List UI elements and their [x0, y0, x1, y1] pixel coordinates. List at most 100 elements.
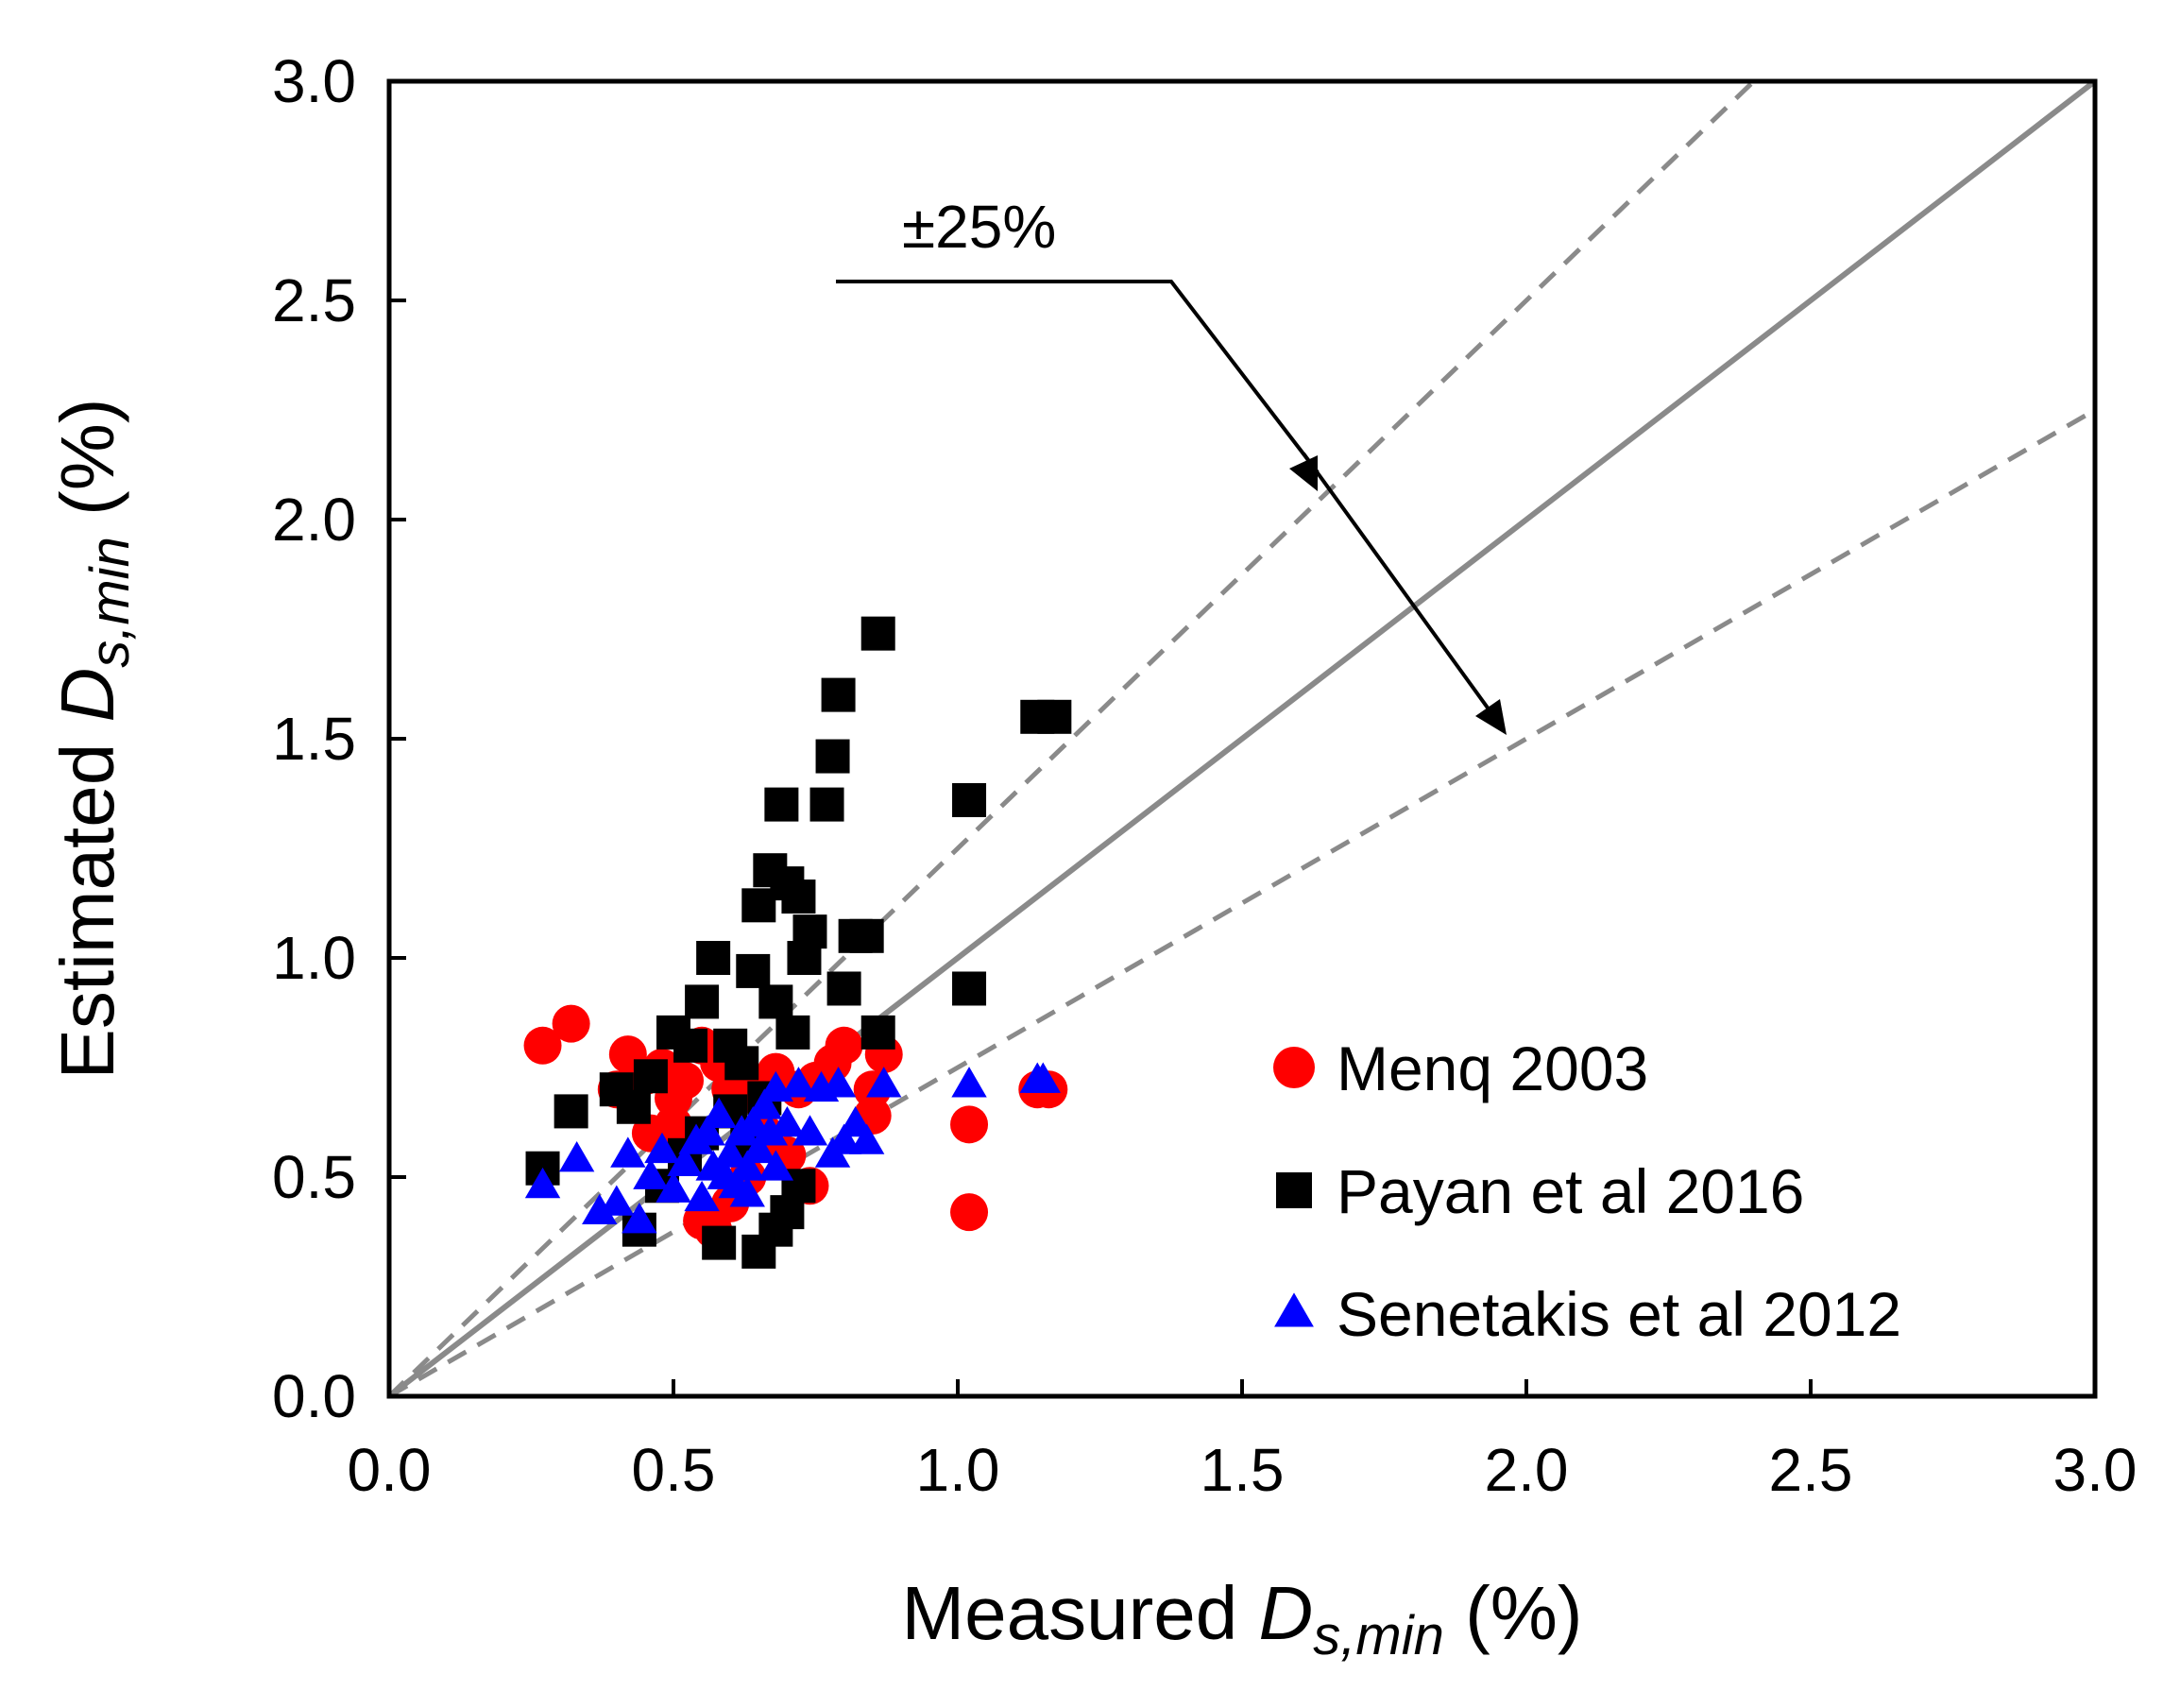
data-point-square — [741, 888, 776, 923]
data-point-triangle — [780, 1067, 817, 1098]
data-point-circle — [950, 1105, 989, 1144]
data-point-square — [815, 739, 850, 774]
legend-marker-circle — [1273, 1047, 1315, 1088]
y-tick-label: 0.5 — [272, 1143, 356, 1211]
annotation-arrow-line — [1302, 452, 1504, 729]
data-point-triangle — [758, 1150, 794, 1181]
data-point-square — [860, 1015, 895, 1050]
data-point-circle — [666, 1061, 705, 1100]
data-point-triangle — [582, 1193, 618, 1225]
y-tick-label: 1.5 — [272, 705, 356, 773]
data-point-square — [685, 984, 720, 1019]
x-tick-label: 0.0 — [348, 1436, 432, 1504]
data-point-triangle — [684, 1180, 720, 1212]
data-markers — [523, 616, 1072, 1269]
data-point-square — [781, 880, 816, 914]
data-point-square — [673, 1028, 708, 1063]
data-point-square — [554, 1094, 588, 1129]
y-tick-label: 0.0 — [272, 1362, 356, 1430]
data-point-square — [809, 787, 844, 822]
x-tick-label: 1.5 — [1201, 1436, 1285, 1504]
data-point-triangle — [633, 1158, 669, 1189]
data-point-circle — [825, 1026, 863, 1065]
data-point-triangle — [599, 1185, 635, 1216]
series-triangle — [524, 1062, 1061, 1234]
legend-label: Senetakis et al 2012 — [1337, 1279, 1901, 1349]
data-point-triangle — [701, 1097, 737, 1128]
data-point-triangle — [769, 1105, 806, 1137]
data-point-square — [736, 953, 771, 988]
data-point-triangle — [558, 1141, 595, 1172]
data-point-triangle — [735, 1105, 771, 1137]
data-point-square — [775, 1015, 810, 1050]
x-axis-ticks: 0.0 0.5 1.0 1.5 2.0 2.5 3.0 — [348, 1379, 2137, 1504]
x-tick-label: 2.0 — [1485, 1436, 1569, 1504]
annotation-arrowhead-upper — [1289, 455, 1318, 491]
legend-marker-triangle — [1274, 1292, 1314, 1327]
data-point-triangle — [820, 1067, 857, 1098]
legend-label: Payan et al 2016 — [1337, 1156, 1804, 1226]
data-point-triangle — [729, 1176, 765, 1207]
annotation-leader-line — [836, 280, 1320, 474]
data-point-triangle — [746, 1088, 783, 1119]
tolerance-line-1 — [389, 81, 1756, 1396]
data-point-square — [696, 941, 731, 975]
y-tick-label: 3.0 — [272, 47, 356, 115]
data-point-square — [860, 616, 895, 651]
data-point-triangle — [644, 1132, 680, 1164]
series-square — [525, 616, 1072, 1269]
one-to-one-line — [389, 81, 2095, 1396]
legend: Menq 2003 Payan et al 2016 Senetakis et al… — [1273, 1033, 1901, 1349]
data-point-triangle — [610, 1136, 646, 1168]
x-tick-label: 3.0 — [2053, 1436, 2137, 1504]
y-axis-ticks: 0.0 0.5 1.0 1.5 2.0 2.5 3.0 — [272, 47, 406, 1430]
x-tick-label: 1.0 — [916, 1436, 1000, 1504]
data-point-triangle — [741, 1132, 776, 1164]
data-point-triangle — [951, 1067, 987, 1098]
data-point-triangle — [622, 1203, 657, 1234]
x-axis-title: Measured Ds,min (%) — [902, 1571, 1583, 1666]
data-point-circle — [950, 1193, 989, 1232]
data-point-square — [826, 971, 861, 1006]
data-point-square — [724, 1046, 759, 1081]
data-point-square — [952, 782, 987, 817]
data-point-triangle — [690, 1115, 725, 1146]
data-point-triangle — [667, 1145, 703, 1176]
data-point-square — [633, 1059, 668, 1094]
data-point-circle — [552, 1004, 590, 1043]
data-point-square — [702, 1225, 737, 1260]
y-axis-title: Estimated Ds,min (%) — [45, 399, 141, 1080]
data-point-circle — [523, 1026, 562, 1065]
tolerance-line-2 — [389, 407, 2095, 1396]
tolerance-label: ±25% — [902, 193, 1056, 261]
legend-marker-square — [1276, 1172, 1312, 1208]
data-point-square — [952, 971, 987, 1006]
data-point-square — [792, 914, 827, 949]
x-tick-label: 2.5 — [1769, 1436, 1853, 1504]
data-point-square — [821, 677, 856, 712]
data-point-triangle — [656, 1171, 691, 1203]
data-point-triangle — [826, 1123, 862, 1154]
data-point-triangle — [1025, 1062, 1061, 1093]
data-point-square — [764, 787, 799, 822]
legend-label: Menq 2003 — [1337, 1033, 1648, 1103]
data-point-square — [849, 918, 884, 953]
data-point-triangle — [707, 1158, 742, 1189]
y-tick-label: 2.0 — [272, 486, 356, 554]
y-tick-label: 2.5 — [272, 266, 356, 334]
data-point-triangle — [752, 1115, 789, 1146]
data-point-triangle — [524, 1167, 561, 1199]
data-point-triangle — [848, 1123, 885, 1154]
data-point-triangle — [792, 1115, 828, 1146]
tolerance-annotation: ±25% — [836, 193, 1507, 735]
y-tick-label: 1.0 — [272, 924, 356, 992]
data-point-square — [758, 984, 793, 1019]
data-point-triangle — [712, 1136, 748, 1168]
reference-lines — [389, 81, 2095, 1396]
data-point-triangle — [866, 1067, 902, 1098]
data-point-triangle — [729, 1150, 765, 1181]
data-point-square — [1037, 699, 1072, 734]
x-tick-label: 0.5 — [632, 1436, 716, 1504]
annotation-arrowhead-lower — [1475, 699, 1507, 735]
